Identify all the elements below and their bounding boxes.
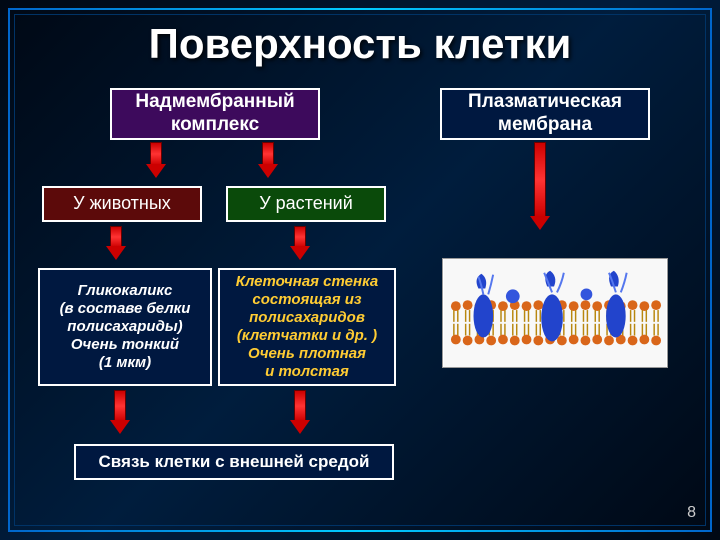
arrow-stem-2 (534, 142, 546, 218)
box-cellwall: Клеточная стенка состоящая из полисахари… (218, 268, 396, 386)
box-link: Связь клетки с внешней средой (74, 444, 394, 480)
page-number: 8 (687, 504, 696, 522)
arrow-head-4 (290, 246, 310, 260)
arrow-stem-0 (150, 142, 162, 166)
arrow-stem-3 (110, 226, 122, 248)
arrow-head-0 (146, 164, 166, 178)
arrow-head-3 (106, 246, 126, 260)
box-animals: У животных (42, 186, 202, 222)
arrow-head-1 (258, 164, 278, 178)
arrow-stem-5 (114, 390, 126, 422)
box-nadmembrane: Надмембранный комплекс (110, 88, 320, 140)
arrow-head-5 (110, 420, 130, 434)
arrow-head-6 (290, 420, 310, 434)
arrow-head-2 (530, 216, 550, 230)
arrow-stem-6 (294, 390, 306, 422)
arrow-stem-1 (262, 142, 274, 166)
box-plasma: Плазматическая мембрана (440, 88, 650, 140)
box-plants: У растений (226, 186, 386, 222)
membrane-illustration (442, 258, 668, 368)
box-glyco: Гликокаликс (в составе белки полисахарид… (38, 268, 212, 386)
arrow-stem-4 (294, 226, 306, 248)
